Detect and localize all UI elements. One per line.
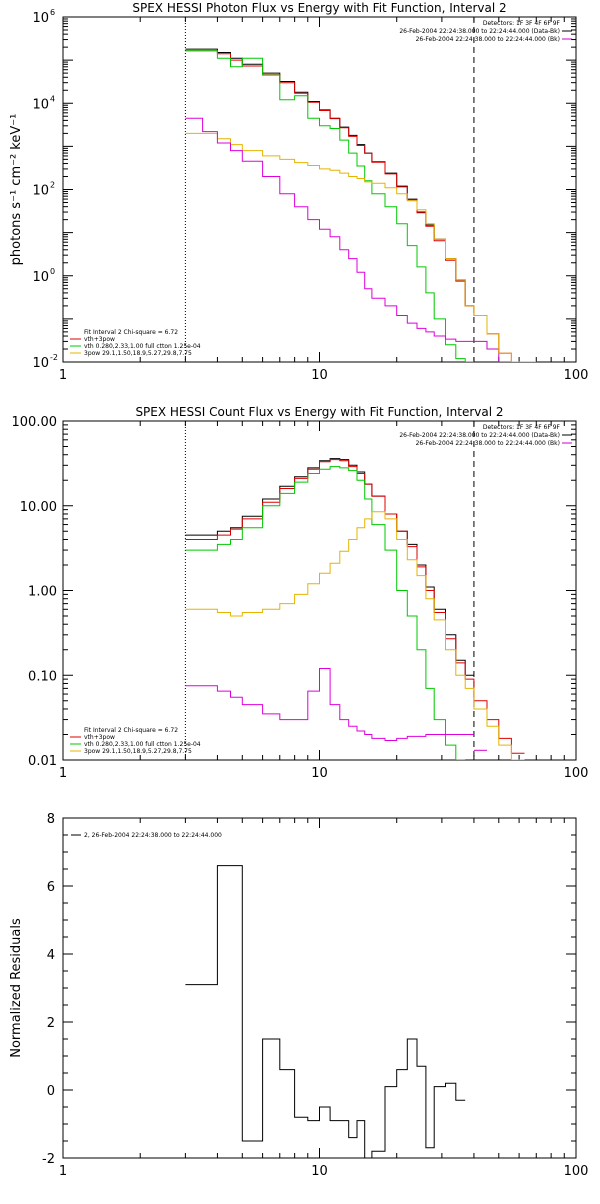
legend-entry: vth+3pow: [84, 336, 115, 343]
y-tick-exponent: 0: [50, 267, 55, 276]
series-line-4: [185, 511, 525, 760]
legend-entry: vth 0.280,2.33,1.00 full ctton 1.25e-04: [84, 741, 201, 748]
series-line-0: [185, 48, 474, 307]
y-tick-label: 10: [32, 97, 49, 112]
series-line-4: [185, 132, 537, 362]
y-tick-label: -2: [42, 1152, 55, 1167]
y-tick-label: 100.00: [12, 415, 58, 430]
y-tick-label: 0.01: [28, 754, 57, 769]
legend-entry: 3pow 29.1,1.50,18.9,5.27,29.8,7.75: [84, 350, 192, 357]
y-tick-label: 6: [47, 880, 55, 895]
y-tick-label: 10: [32, 270, 49, 285]
plot-panel-2: SPEX HESSI Count Flux vs Energy with Fit…: [12, 405, 589, 781]
legend-entry: Fit Interval 2 Chi-square = 6.72: [84, 329, 178, 336]
legend-entry: 3pow 29.1,1.50,18.9,5.27,29.8,7.75: [84, 748, 192, 755]
y-tick-label: 2: [47, 1016, 55, 1031]
y-tick-exponent: 4: [50, 94, 55, 103]
x-tick-label: 10: [311, 766, 328, 781]
y-tick-exponent: 6: [50, 8, 55, 17]
legend-entry: 26-Feb-2004 22:24:38.000 to 22:24:44.000…: [416, 440, 560, 447]
y-tick-exponent: -2: [50, 353, 58, 362]
x-tick-label: 100: [564, 1164, 589, 1179]
series-line-2: [185, 459, 525, 754]
y-tick-label: 10: [32, 356, 49, 371]
series-line-5: [185, 668, 474, 741]
chart-title: SPEX HESSI Count Flux vs Energy with Fit…: [135, 405, 503, 419]
x-tick-label: 1: [59, 368, 67, 383]
y-axis-label: photons s⁻¹ cm⁻² keV⁻¹: [9, 114, 24, 266]
x-tick-label: 1: [59, 766, 67, 781]
series-line-3: [185, 50, 474, 362]
y-tick-label: 4: [47, 948, 55, 963]
series-line-0: [185, 865, 466, 1158]
legend-entry: vth+3pow: [84, 734, 115, 741]
legend-entry: 26-Feb-2004 22:24:38.000 to 22:24:44.000…: [416, 36, 560, 43]
series-line-3: [185, 466, 466, 760]
legend-entry: Detectors: 1F 3F 4F 6F 9F: [483, 424, 561, 431]
legend-entry: Detectors: 1F 3F 4F 6F 9F: [483, 20, 561, 27]
legend-entry: 26-Feb-2004 22:24:38.000 to 22:24:44.000…: [399, 432, 560, 439]
y-tick-label: 0.10: [28, 669, 57, 684]
y-axis-label: Normalized Residuals: [9, 918, 24, 1058]
legend-entry: 26-Feb-2004 22:24:38.000 to 22:24:44.000…: [399, 28, 560, 35]
x-tick-label: 10: [311, 368, 328, 383]
series-line-5: [185, 117, 474, 342]
legend-entry: vth 0.280,2.33,1.00 full ctton 1.25e-04: [84, 343, 201, 350]
y-tick-exponent: 2: [50, 181, 55, 190]
x-tick-label: 10: [311, 1164, 328, 1179]
legend-entry: 2, 26-Feb-2004 22:24:38.000 to 22:24:44.…: [84, 832, 222, 839]
y-tick-label: 10: [32, 184, 49, 199]
y-tick-label: 1.00: [28, 585, 57, 600]
chart-title: SPEX HESSI Photon Flux vs Energy with Fi…: [132, 1, 506, 15]
y-tick-label: 0: [47, 1084, 55, 1099]
x-tick-label: 100: [564, 368, 589, 383]
plot-frame: [62, 16, 577, 363]
x-tick-label: 100: [564, 766, 589, 781]
x-tick-label: 1: [59, 1164, 67, 1179]
legend-entry: Fit Interval 2 Chi-square = 6.72: [84, 727, 178, 734]
y-tick-label: 10.00: [20, 500, 57, 515]
series-line-1: [473, 340, 537, 362]
plot-panel-1: SPEX HESSI Photon Flux vs Energy with Fi…: [9, 1, 588, 383]
y-tick-label: 8: [47, 812, 55, 827]
y-tick-label: 10: [32, 11, 49, 26]
plot-panel-3: 1 10 100 -2 0 2 4 6 8 Normalized Residuals 2, 26-F…: [9, 812, 588, 1179]
